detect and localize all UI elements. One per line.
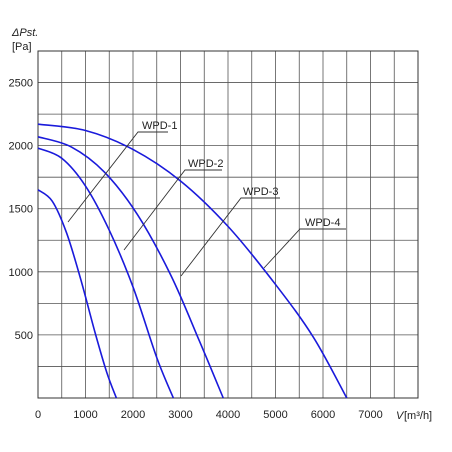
series-label-wpd-2: WPD-2 <box>188 158 223 170</box>
x-tick-label: 5000 <box>263 409 287 421</box>
y-tick-label: 2500 <box>9 78 33 90</box>
leader-line-wpd-1 <box>67 131 168 223</box>
curve-wpd-4 <box>37 123 348 399</box>
series-label-wpd-1: WPD-1 <box>142 120 177 132</box>
series-label-wpd-3: WPD-3 <box>243 186 278 198</box>
x-axis-unit: [m³/h] <box>404 410 432 422</box>
x-axis-title: V <box>396 410 405 422</box>
curve-wpd-2 <box>37 147 175 399</box>
x-tick-label: 3000 <box>168 409 192 421</box>
x-tick-label: 6000 <box>311 409 335 421</box>
x-tick-label: 1000 <box>73 409 97 421</box>
y-axis-unit: [Pa] <box>12 41 32 53</box>
tick-labels: 0 1000 2000 3000 4000 5000 6000 7000 500 1000 1500… <box>9 78 383 421</box>
plot-frame <box>37 50 419 399</box>
leader-line-wpd-4 <box>263 228 346 269</box>
x-tick-label: 0 <box>35 409 41 421</box>
y-tick-label: 500 <box>15 330 33 342</box>
y-axis-title: ΔPst. <box>11 27 38 39</box>
leader-line-wpd-2 <box>123 169 222 251</box>
leader-line-wpd-3 <box>180 197 280 277</box>
series-labels: WPD-1 WPD-2 WPD-3 WPD-4 <box>67 120 346 277</box>
series-label-wpd-4: WPD-4 <box>305 217 340 229</box>
series-curves <box>37 123 348 399</box>
x-tick-label: 4000 <box>216 409 240 421</box>
y-tick-label: 2000 <box>9 141 33 153</box>
curve-wpd-3 <box>37 136 224 399</box>
grid <box>37 50 419 399</box>
x-tick-label: 2000 <box>121 409 145 421</box>
y-tick-label: 1500 <box>9 204 33 216</box>
x-tick-label: 7000 <box>358 409 382 421</box>
y-tick-label: 1000 <box>9 267 33 279</box>
curve-wpd-1 <box>37 189 118 399</box>
